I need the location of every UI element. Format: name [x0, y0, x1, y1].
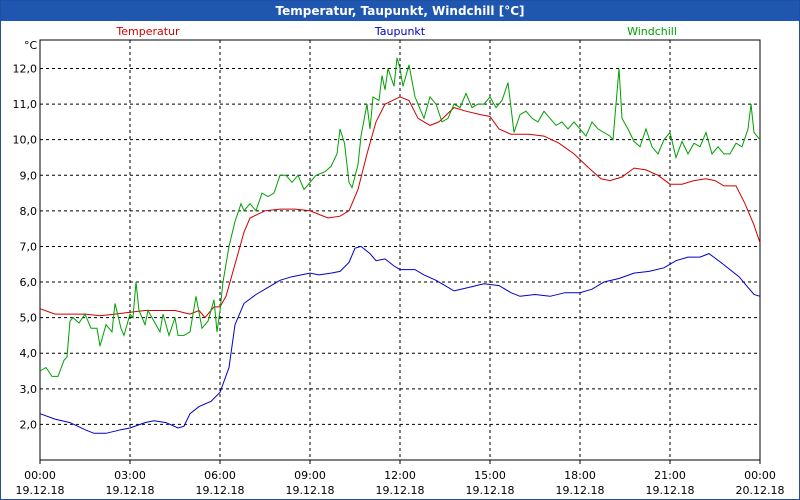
x-tick-time: 00:00 — [24, 469, 56, 482]
y-tick-label: 11,0 — [13, 98, 38, 111]
y-tick-label: 9,0 — [20, 169, 38, 182]
y-tick-label: 3,0 — [20, 383, 38, 396]
legend: Temperatur Taupunkt Windchill — [115, 25, 677, 38]
y-tick-label: 7,0 — [20, 240, 38, 253]
y-tick-label: 5,0 — [20, 312, 38, 325]
x-tick-time: 06:00 — [204, 469, 236, 482]
x-tick-time: 09:00 — [294, 469, 326, 482]
x-tick-time: 18:00 — [564, 469, 596, 482]
y-tick-label: 8,0 — [20, 205, 38, 218]
x-tick-date: 19.12.18 — [646, 484, 695, 497]
y-tick-label: 4,0 — [20, 347, 38, 360]
x-tick-time: 21:00 — [654, 469, 686, 482]
x-tick-date: 19.12.18 — [286, 484, 335, 497]
legend-item-taupunkt: Taupunkt — [374, 25, 426, 38]
legend-item-windchill: Windchill — [627, 25, 677, 38]
window-title: Temperatur, Taupunkt, Windchill [°C] — [1, 1, 799, 21]
y-tick-label: 12,0 — [13, 62, 38, 75]
y-axis-label: °C — [24, 39, 38, 52]
x-tick-date: 19.12.18 — [196, 484, 245, 497]
series-line-windchill — [39, 57, 761, 377]
x-tick-time: 03:00 — [114, 469, 146, 482]
x-tick-date: 19.12.18 — [376, 484, 425, 497]
grid — [40, 40, 760, 460]
x-tick-date: 19.12.18 — [466, 484, 515, 497]
x-axis: 00:00 19.12.18 03:00 19.12.18 06:00 19.12.18 0… — [16, 460, 785, 497]
x-tick-date: 19.12.18 — [556, 484, 605, 497]
x-tick-date: 20.12.18 — [736, 484, 785, 497]
x-tick-date: 19.12.18 — [16, 484, 65, 497]
series-lines — [39, 57, 761, 434]
y-tick-label: 6,0 — [20, 276, 38, 289]
x-tick-time: 15:00 — [474, 469, 506, 482]
y-tick-label: 10,0 — [13, 134, 38, 147]
y-tick-label: 2,0 — [20, 418, 38, 431]
x-tick-date: 19.12.18 — [106, 484, 155, 497]
legend-item-temperatur: Temperatur — [115, 25, 180, 38]
x-tick-time: 12:00 — [384, 469, 416, 482]
x-tick-time: 00:00 — [744, 469, 776, 482]
y-axis: 2,0 3,0 4,0 5,0 6,0 7,0 8,0 9,0 10,0 11,0 12,0 — [13, 62, 38, 431]
series-line-taupunkt — [39, 245, 761, 434]
